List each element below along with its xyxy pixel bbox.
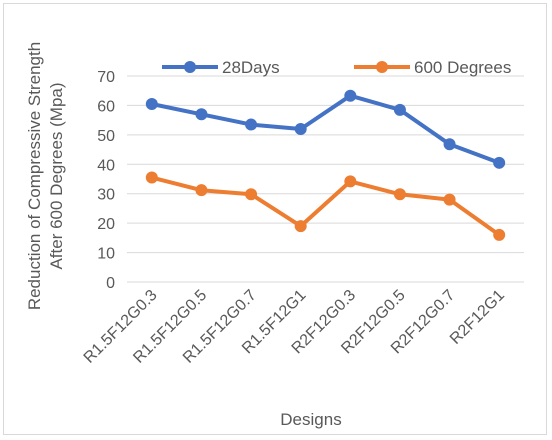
data-point xyxy=(393,188,406,201)
data-point xyxy=(443,193,456,206)
legend: 28Days 600 Degrees xyxy=(162,58,511,77)
y-tick-label: 70 xyxy=(97,69,115,86)
data-point xyxy=(195,108,208,121)
series-lines xyxy=(149,93,502,237)
y-axis-title-line-2: After 600 Degrees (Mpa) xyxy=(47,82,66,269)
data-point xyxy=(294,122,307,135)
data-point xyxy=(493,156,506,169)
data-point xyxy=(443,138,456,151)
series-line-1 xyxy=(149,175,502,237)
data-point xyxy=(145,97,158,110)
line-chart: 0 10 20 30 40 50 60 70 R1.5F12G0.3R1.5F12G0.5R1… xyxy=(25,42,524,429)
y-tick-label: 40 xyxy=(97,157,115,174)
y-tick-label: 10 xyxy=(97,246,115,263)
data-point xyxy=(245,118,258,131)
data-point xyxy=(145,171,158,184)
y-tick-label: 0 xyxy=(106,275,115,292)
y-tick-label: 30 xyxy=(97,187,115,204)
x-tick-label: R2F12G1 xyxy=(447,287,508,348)
y-axis-title-line-1: Reduction of Compressive Strength xyxy=(25,42,44,310)
data-point xyxy=(344,175,357,188)
y-tick-label: 60 xyxy=(97,98,115,115)
series-line-0 xyxy=(149,93,502,165)
legend-swatch-marker xyxy=(376,61,388,73)
data-point xyxy=(294,220,307,233)
gridlines xyxy=(127,75,524,283)
data-point xyxy=(344,89,357,102)
legend-label: 600 Degrees xyxy=(414,58,511,77)
x-tick-labels: R1.5F12G0.3R1.5F12G0.5R1.5F12G0.7R1.5F12… xyxy=(81,287,508,367)
legend-swatch-marker xyxy=(184,61,196,73)
data-point xyxy=(195,184,208,197)
y-tick-label: 50 xyxy=(97,128,115,145)
chart-frame: 0 10 20 30 40 50 60 70 R1.5F12G0.3 R1.5F12G0.5 R1… xyxy=(3,3,547,435)
legend-label: 28Days xyxy=(222,58,280,77)
data-point xyxy=(493,228,506,241)
x-axis-title: Designs xyxy=(280,410,341,429)
series-points xyxy=(145,89,506,241)
data-point xyxy=(393,103,406,116)
y-tick-label: 20 xyxy=(97,216,115,233)
data-point xyxy=(245,188,258,201)
y-tick-labels: 0 10 20 30 40 50 60 70 xyxy=(97,69,115,292)
